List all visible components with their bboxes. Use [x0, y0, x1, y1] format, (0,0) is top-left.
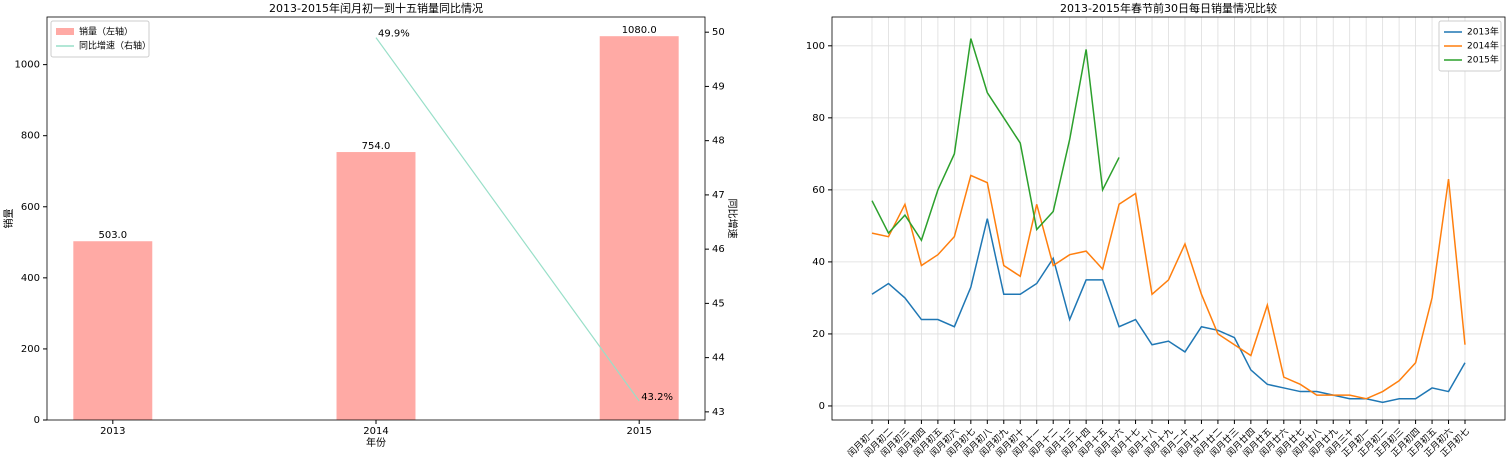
- y-tick-label: 80: [812, 113, 825, 124]
- y-tick-label: 40: [812, 257, 825, 268]
- y-tick-label: 44: [712, 353, 725, 364]
- x-tick-label: 2014: [363, 426, 388, 437]
- y-tick-label: 20: [812, 329, 825, 340]
- y-tick-label: 1000: [15, 60, 40, 71]
- bar: [599, 36, 679, 420]
- x-tick-label: 2015: [626, 426, 651, 437]
- legend-label: 同比增速（右轴）: [79, 40, 151, 52]
- y-tick-label: 0: [819, 401, 825, 412]
- y-tick-label: 0: [34, 415, 40, 426]
- y-tick-label: 60: [812, 185, 825, 196]
- y-axis-label: 销量: [2, 209, 15, 229]
- y-tick-label: 200: [21, 344, 40, 355]
- x-axis-label: 年份: [366, 436, 386, 449]
- y-tick-label: 100: [806, 41, 825, 52]
- legend-box: [1438, 20, 1502, 72]
- y-tick-label: 49: [712, 81, 725, 92]
- y2-axis-label: 同比增速: [726, 199, 739, 239]
- plot-frame: [831, 16, 1506, 421]
- legend-label: 2013年: [1467, 26, 1499, 38]
- value-label: 1080.0: [622, 25, 657, 36]
- y-tick-label: 600: [21, 202, 40, 213]
- line: [871, 174, 1466, 400]
- legend-box: [50, 20, 150, 58]
- chart-title: 2013-2015年闰月初一到十五销量同比情况: [269, 1, 483, 15]
- value-label: 754.0: [362, 141, 391, 152]
- line: [871, 38, 1120, 243]
- bar: [336, 152, 416, 420]
- y-tick-label: 48: [712, 136, 725, 147]
- y-tick-label: 43: [712, 407, 725, 418]
- value-label: 49.9%: [378, 29, 410, 40]
- legend-swatch: [56, 28, 74, 35]
- y-tick-label: 800: [21, 131, 40, 142]
- line: [375, 37, 640, 402]
- x-tick-label: 2013: [100, 426, 125, 437]
- legend-label: 销量（左轴）: [79, 26, 133, 38]
- legend-label: 2014年: [1467, 40, 1499, 52]
- y-tick-label: 45: [712, 298, 725, 309]
- y-tick-label: 400: [21, 273, 40, 284]
- plot-frame: [46, 16, 706, 421]
- value-label: 503.0: [98, 230, 127, 241]
- legend-label: 2015年: [1467, 54, 1499, 66]
- bar: [73, 241, 153, 420]
- y-tick-label: 50: [712, 27, 725, 38]
- y-tick-label: 46: [712, 244, 725, 255]
- y-tick-label: 47: [712, 190, 725, 201]
- chart-title: 2013-2015年春节前30日每日销量情况比较: [1060, 1, 1277, 15]
- value-label: 43.2%: [641, 392, 673, 403]
